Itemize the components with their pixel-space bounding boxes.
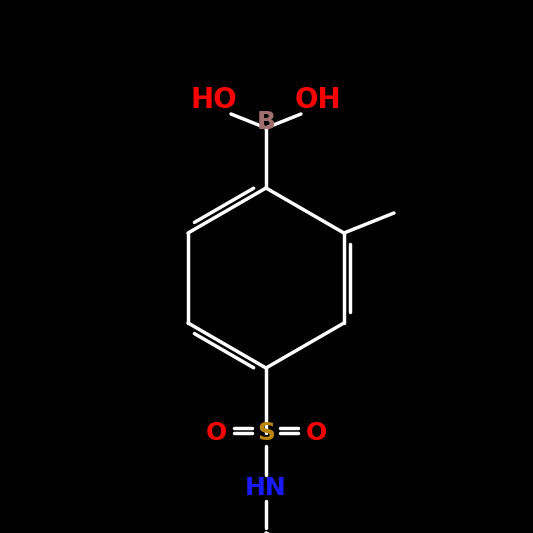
Text: O: O xyxy=(205,421,227,445)
Text: HN: HN xyxy=(245,476,287,500)
Text: OH: OH xyxy=(295,86,341,114)
Text: O: O xyxy=(305,421,327,445)
Text: B: B xyxy=(256,110,276,134)
Text: HO: HO xyxy=(191,86,237,114)
Text: S: S xyxy=(257,421,275,445)
